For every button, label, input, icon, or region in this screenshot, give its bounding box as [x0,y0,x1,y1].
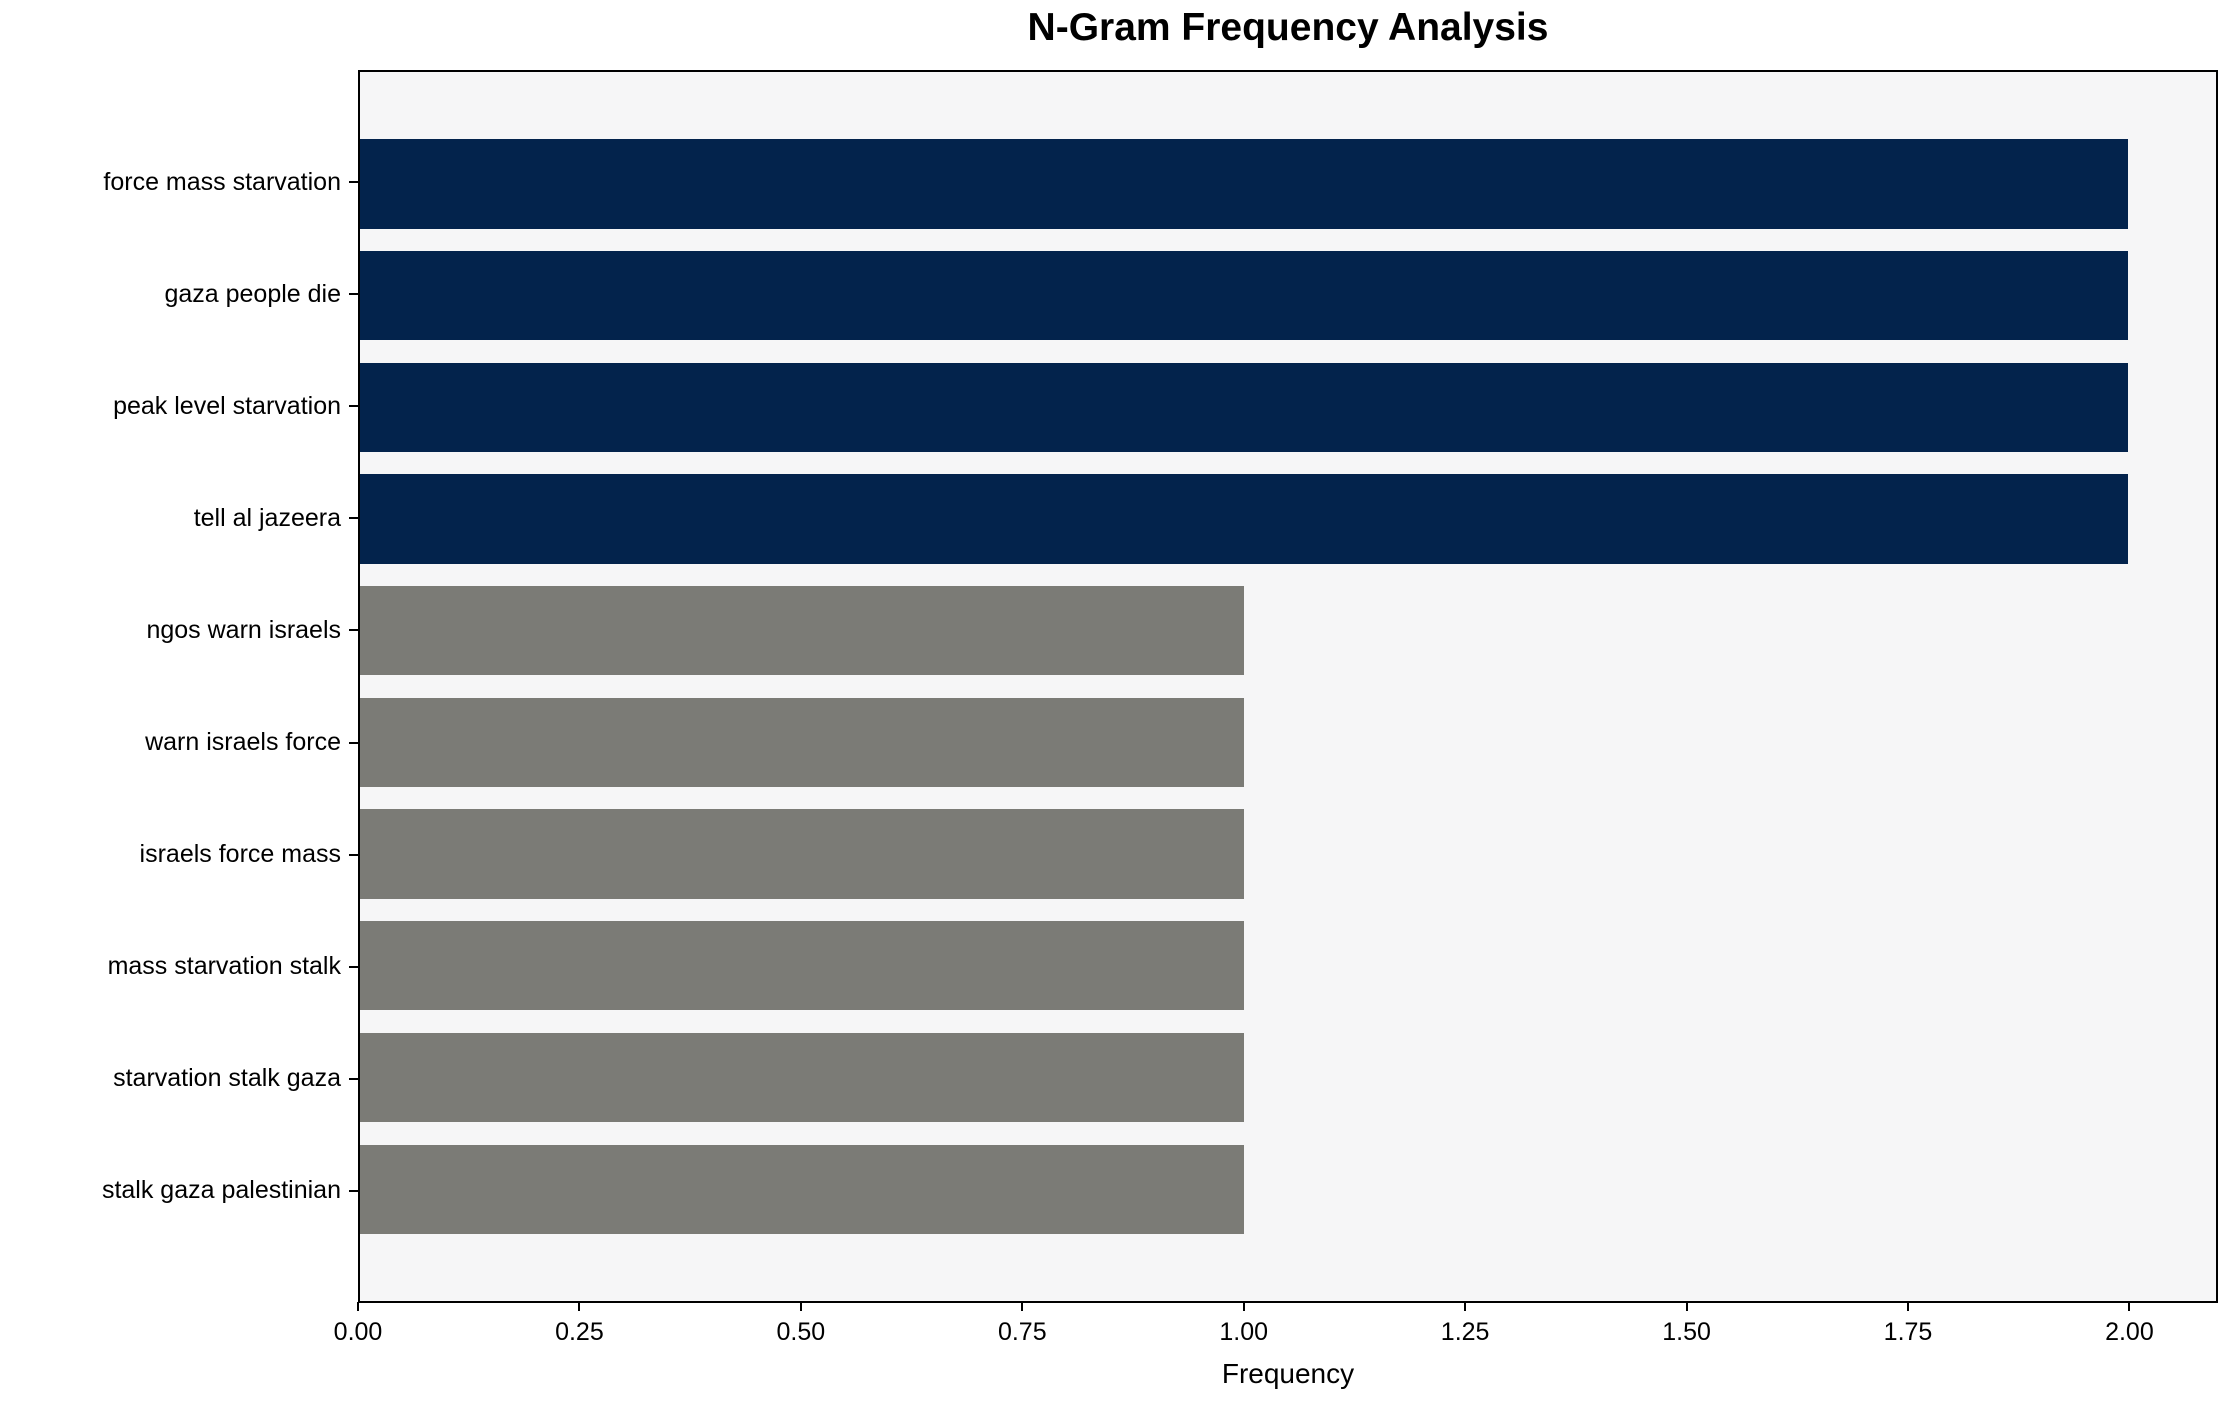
bar-row [360,240,2216,352]
y-tick-mark [349,741,358,744]
y-label-row: mass starvation stalk [0,911,358,1023]
bar-row [360,1133,2216,1245]
x-tick-label: 1.50 [1662,1318,1711,1346]
x-tick-mark [1685,1302,1688,1311]
y-tick-mark [349,1077,358,1080]
chart-title: N-Gram Frequency Analysis [1027,6,1549,49]
y-tick-label: mass starvation stalk [107,952,341,981]
x-axis-ticks [357,1302,2218,1312]
y-tick-mark [349,181,358,184]
y-label-row: stalk gaza palestinian [0,1135,358,1247]
y-tick-label: warn israels force [145,728,341,757]
y-tick-mark [349,405,358,408]
y-axis-labels: force mass starvation gaza people die peak… [0,70,358,1303]
bar [360,362,2128,452]
bar [360,809,1244,899]
bar [360,250,2128,341]
bar-row [360,575,2216,687]
bar-row [360,1022,2216,1134]
bar [360,585,1244,676]
x-tick-label: 1.00 [1219,1318,1269,1346]
y-tick-label: gaza people die [164,279,341,308]
x-tick-label: 1.25 [1440,1318,1490,1346]
y-tick-label: israels force mass [139,840,341,869]
bar [360,139,2128,229]
bar [360,921,1244,1011]
bar-row [360,128,2216,240]
bar [360,1032,1244,1123]
y-tick-label: ngos warn israels [146,615,341,644]
x-tick-label: 0.75 [997,1318,1047,1346]
y-tick-mark [349,853,358,856]
y-label-row: tell al jazeera [0,462,358,574]
y-tick-label: stalk gaza palestinian [101,1176,341,1205]
bar-row [360,798,2216,910]
y-tick-label: force mass starvation [103,167,341,196]
x-tick-mark [578,1302,581,1311]
y-tick-mark [349,1189,358,1192]
x-tick-label: 0.00 [333,1318,383,1346]
y-label-row: starvation stalk gaza [0,1023,358,1135]
bar [360,697,1244,788]
y-label-row: gaza people die [0,238,358,350]
x-tick-label: 0.25 [555,1318,604,1346]
y-label-row: ngos warn israels [0,574,358,686]
bars-layer [360,72,2216,1301]
y-label-row: force mass starvation [0,126,358,238]
y-tick-mark [349,293,358,296]
y-tick-mark [349,629,358,632]
bar [360,1144,1244,1234]
y-tick-label: peak level starvation [113,391,341,420]
x-tick-mark [2128,1302,2131,1311]
y-label-row: warn israels force [0,686,358,798]
y-tick-mark [349,517,358,520]
y-tick-label: starvation stalk gaza [113,1064,341,1093]
x-tick-label: 2.00 [2105,1318,2154,1346]
x-tick-mark [799,1302,802,1311]
plot-area [358,70,2218,1303]
y-label-row: peak level starvation [0,350,358,462]
x-tick-mark [1242,1302,1245,1311]
x-tick-mark [1907,1302,1909,1311]
x-tick-mark [1021,1302,1024,1311]
bar-row [360,687,2216,799]
bar [360,474,2128,564]
bar-row [360,351,2216,463]
y-tick-label: tell al jazeera [193,503,341,532]
x-tick-mark [357,1302,359,1311]
y-label-row: israels force mass [0,799,358,911]
x-tick-mark [1464,1302,1467,1311]
bar-row [360,463,2216,575]
y-tick-mark [349,965,358,968]
x-tick-label: 0.50 [776,1318,826,1346]
x-tick-labels: 0.00 0.25 0.50 0.75 1.00 1.25 1.50 1.75 2.00 [334,1318,2218,1350]
bar-row [360,910,2216,1022]
x-tick-label: 1.75 [1883,1318,1933,1346]
x-axis-title: Frequency [1221,1358,1355,1389]
